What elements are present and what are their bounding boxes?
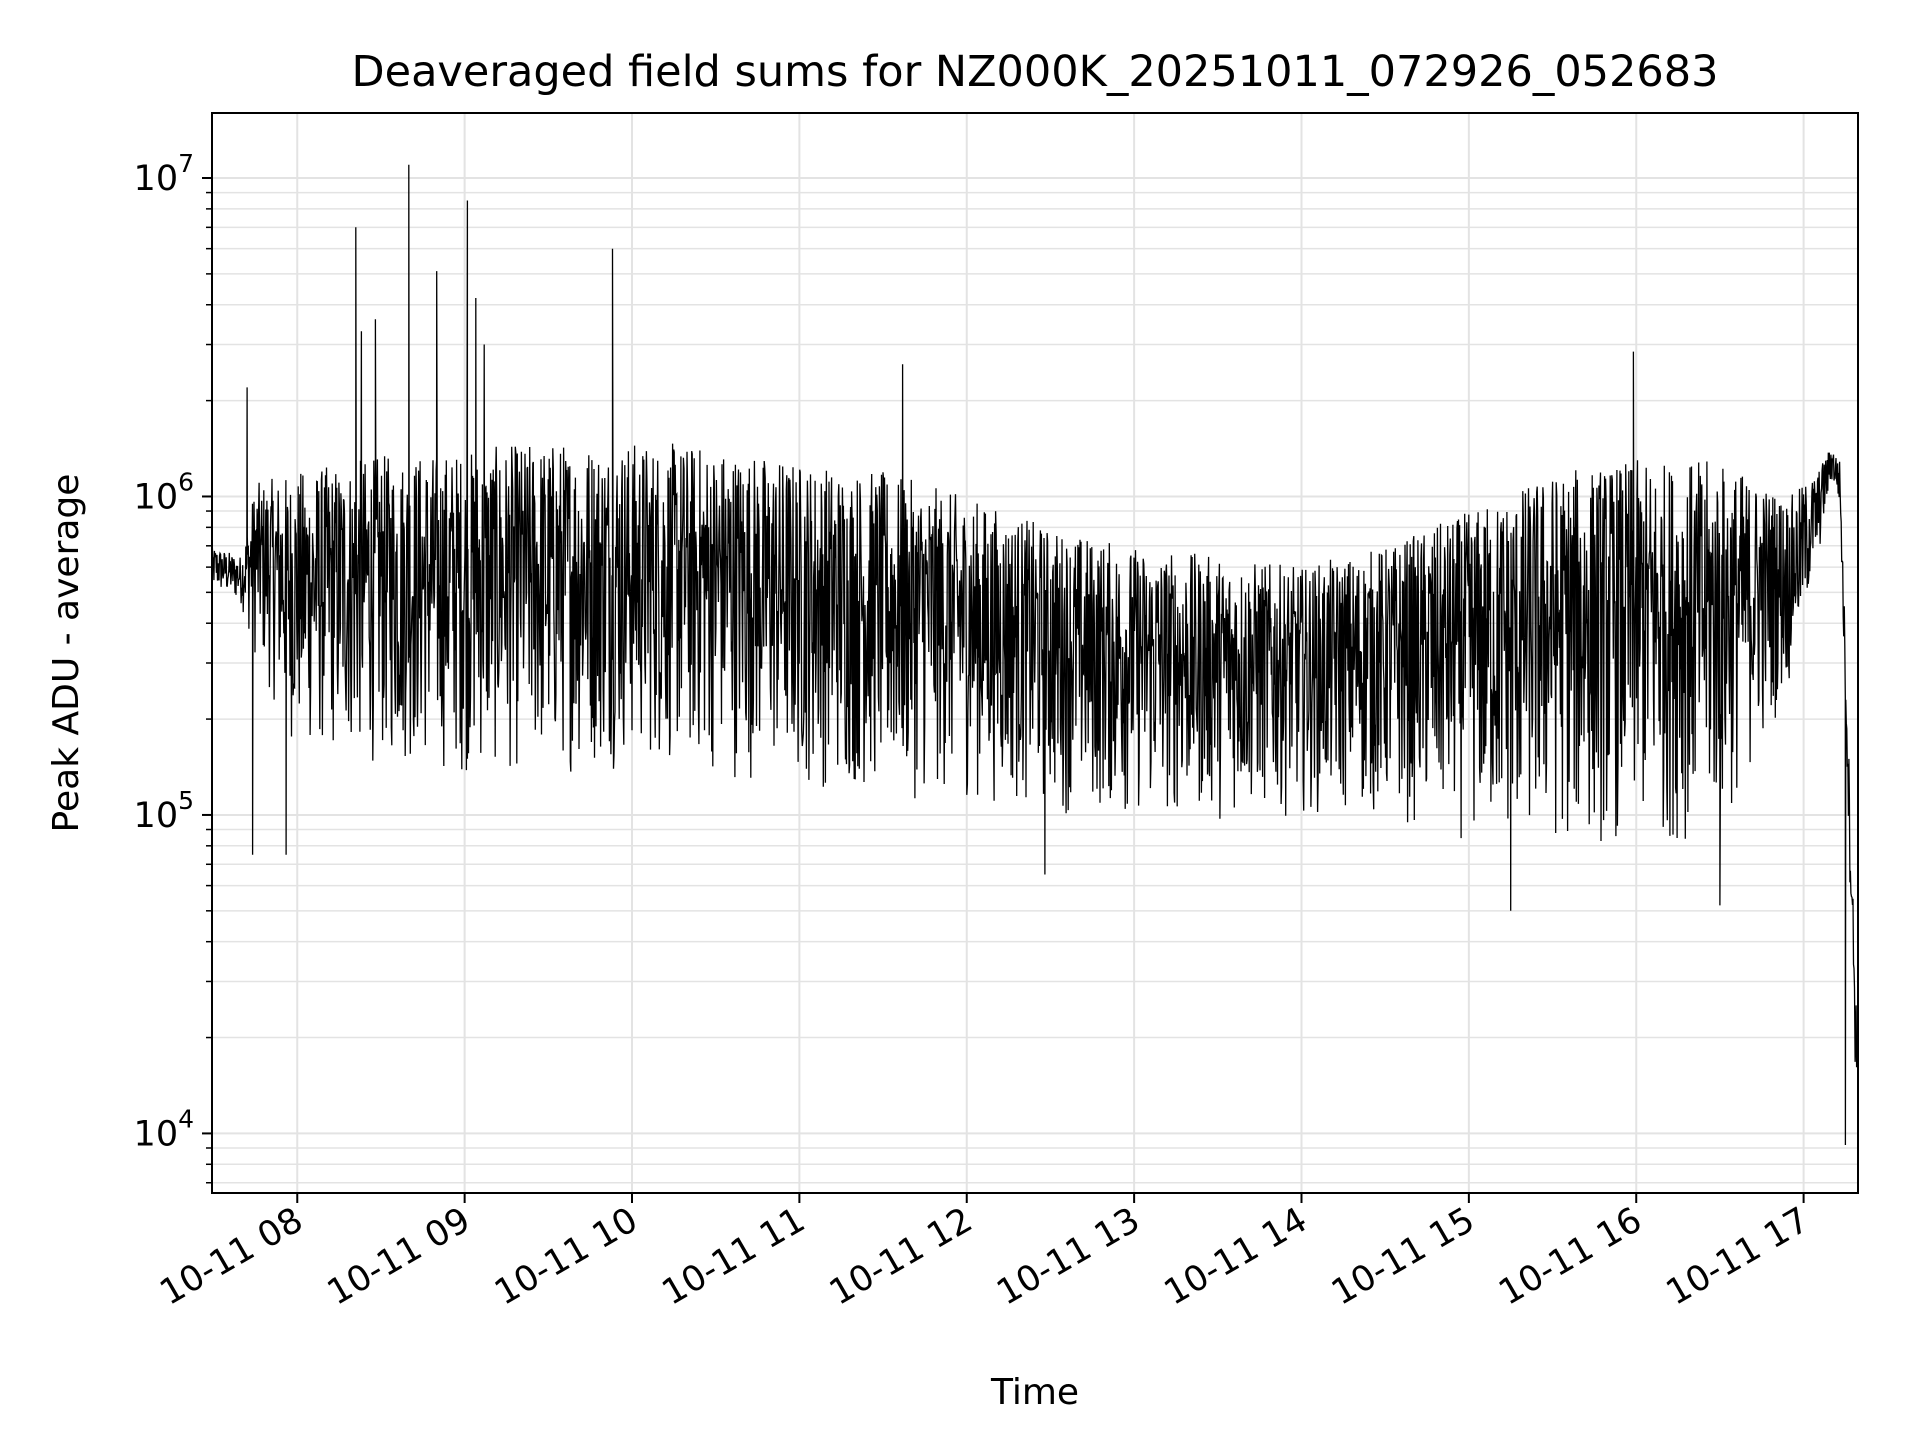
plot-area — [212, 164, 1858, 1146]
x-tick-label: 10-11 12 — [823, 1200, 979, 1313]
y-tick-label: 104 — [134, 1104, 194, 1154]
x-tick-label: 10-11 09 — [321, 1200, 477, 1313]
y-tick-label: 106 — [134, 467, 194, 517]
chart-title: Deaveraged field sums for NZ000K_2025101… — [352, 47, 1719, 97]
y-axis-label: Peak ADU - average — [46, 474, 87, 833]
plot-frame — [211, 112, 1859, 1194]
x-tick-label: 10-11 11 — [656, 1200, 812, 1313]
x-tick-label: 10-11 10 — [488, 1200, 644, 1313]
y-tick-label: 107 — [134, 149, 194, 199]
series-line — [212, 164, 1858, 1146]
x-axis-label: Time — [990, 1372, 1079, 1413]
x-tick-label: 10-11 17 — [1660, 1200, 1816, 1313]
x-tick-label: 10-11 15 — [1325, 1200, 1481, 1313]
y-tick-label: 105 — [134, 786, 194, 836]
x-tick-label: 10-11 08 — [153, 1200, 309, 1313]
x-tick-label: 10-11 14 — [1158, 1200, 1314, 1313]
x-tick-label: 10-11 13 — [990, 1200, 1146, 1313]
x-tick-label: 10-11 16 — [1492, 1200, 1648, 1313]
